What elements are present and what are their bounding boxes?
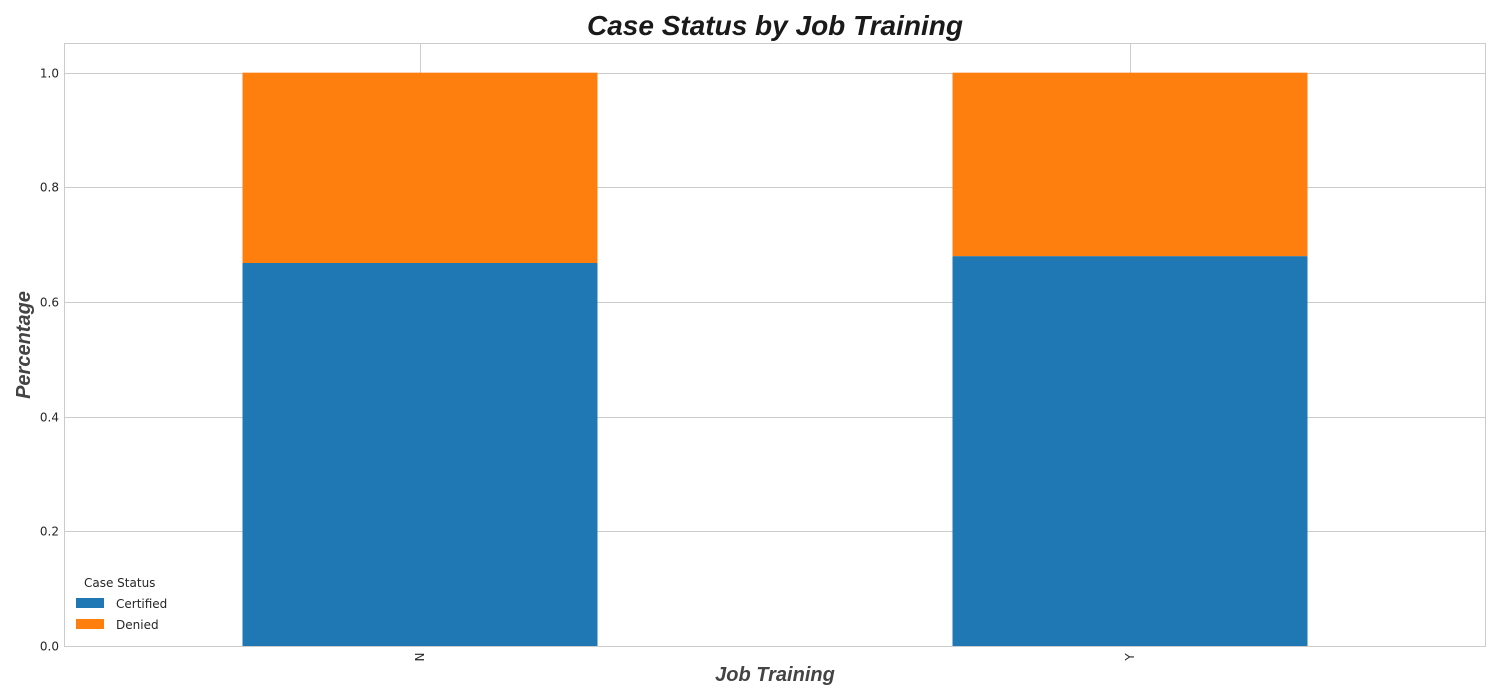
bars — [242, 72, 1308, 646]
x-axis-label: Job Training — [715, 664, 835, 686]
legend-swatch-denied — [76, 619, 104, 629]
y-axis-ticks: 0.0 0.2 0.4 0.6 0.8 1.0 — [40, 67, 59, 654]
y-tick-label: 0.8 — [40, 181, 59, 195]
y-tick-label: 1.0 — [40, 67, 59, 81]
bar-certified-y — [952, 256, 1308, 646]
legend-label-denied: Denied — [116, 618, 159, 632]
bar-denied-n — [242, 72, 598, 264]
legend-title: Case Status — [84, 576, 155, 590]
legend-swatch-certified — [76, 598, 104, 608]
legend-label-certified: Certified — [116, 597, 167, 611]
legend: Case Status Certified Denied — [76, 576, 167, 632]
y-axis-label: Percentage — [13, 291, 35, 399]
bar-certified-n — [242, 263, 598, 646]
y-tick-label: 0.0 — [40, 640, 59, 654]
y-tick-label: 0.6 — [40, 296, 59, 310]
bar-denied-y — [952, 72, 1308, 257]
y-tick-label: 0.4 — [40, 411, 59, 425]
chart-title: Case Status by Job Training — [587, 10, 963, 41]
y-tick-label: 0.2 — [40, 525, 59, 539]
x-tick-label: Y — [1123, 653, 1137, 662]
plot-frame — [64, 43, 1486, 647]
x-tick-label: N — [413, 653, 427, 662]
